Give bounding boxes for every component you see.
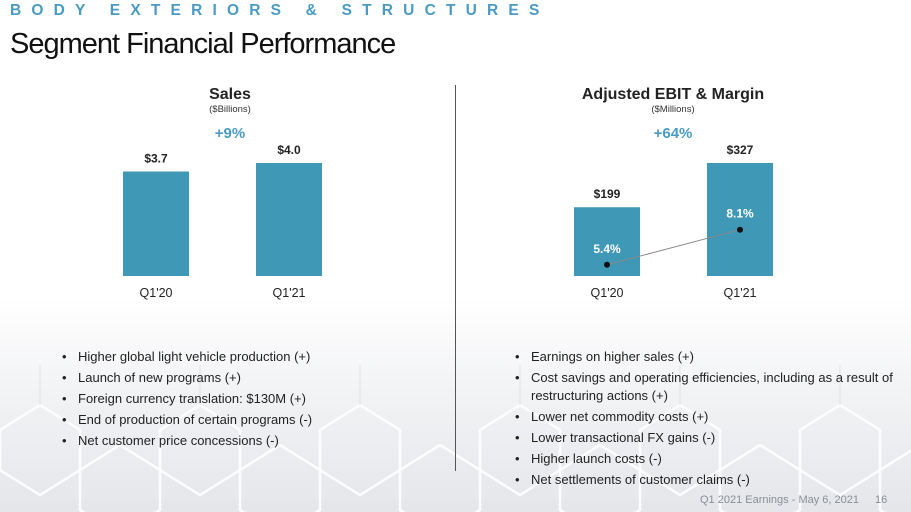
bar-value-label: $4.0 [277, 143, 301, 157]
margin-label: 8.1% [726, 207, 754, 221]
ebit-driver-bullet: Earnings on higher sales (+) [513, 348, 893, 366]
sales-driver-bullet: End of production of certain programs (-… [60, 411, 440, 429]
margin-point [737, 226, 743, 233]
bar-q121 [707, 163, 773, 276]
ebit-drivers-list: Earnings on higher sales (+) Cost savings… [513, 348, 893, 492]
ebit-chart-title: Adjusted EBIT & Margin [581, 86, 765, 103]
ebit-chart-subtitle: ($Millions) [651, 104, 695, 115]
ebit-driver-bullet: Lower net commodity costs (+) [513, 408, 893, 426]
bar-q120 [123, 171, 189, 276]
bar-value-label: $327 [727, 143, 754, 157]
section-tag: BODY EXTERIORS & STRUCTURES [10, 2, 550, 19]
footer-text: Q1 2021 Earnings - May 6, 2021 [700, 494, 859, 506]
sales-driver-bullet: Launch of new programs (+) [60, 369, 440, 387]
bar-value-label: $199 [594, 187, 621, 201]
page-title: Segment Financial Performance [10, 28, 396, 60]
x-axis-tick-label: Q1'21 [273, 286, 306, 300]
x-axis-tick-label: Q1'21 [724, 286, 757, 300]
sales-drivers-list: Higher global light vehicle production (… [60, 348, 440, 453]
ebit-growth-label: +64% [653, 125, 693, 142]
sales-driver-bullet: Higher global light vehicle production (… [60, 348, 440, 366]
x-axis-tick-label: Q1'20 [140, 286, 173, 300]
bar-q121 [256, 163, 322, 276]
bar-value-label: $3.7 [144, 151, 168, 165]
ebit-driver-bullet: Cost savings and operating efficiencies,… [513, 369, 893, 405]
sales-chart-title: Sales [209, 86, 251, 103]
sales-driver-bullet: Net customer price concessions (-) [60, 432, 440, 450]
sales-driver-bullet: Foreign currency translation: $130M (+) [60, 390, 440, 408]
sales-growth-label: +9% [214, 125, 246, 142]
margin-line [606, 229, 741, 266]
x-axis-tick-label: Q1'20 [591, 286, 624, 300]
ebit-driver-bullet: Higher launch costs (-) [513, 450, 893, 468]
ebit-driver-bullet: Lower transactional FX gains (-) [513, 429, 893, 447]
column-divider [455, 85, 456, 471]
page-number: 16 [875, 494, 888, 506]
margin-point [604, 261, 610, 268]
sales-chart-subtitle: ($Billions) [209, 104, 251, 115]
margin-label: 5.4% [593, 242, 621, 256]
ebit-driver-bullet: Net settlements of customer claims (-) [513, 471, 893, 489]
